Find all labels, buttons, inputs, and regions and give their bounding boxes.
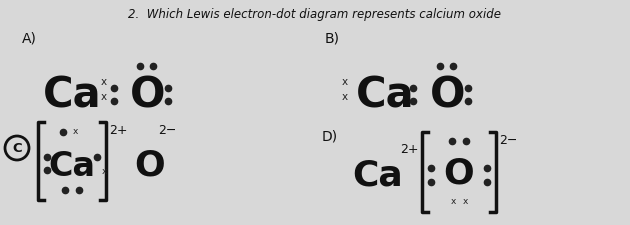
Text: 2+: 2+ xyxy=(400,143,418,156)
Text: x: x xyxy=(101,92,107,102)
Text: C: C xyxy=(12,142,22,155)
Text: O: O xyxy=(134,148,165,182)
Text: x: x xyxy=(101,166,106,176)
Text: O: O xyxy=(130,74,166,116)
Text: 2−: 2− xyxy=(499,134,517,147)
Text: B): B) xyxy=(325,32,340,46)
Text: Ca: Ca xyxy=(43,74,101,116)
Text: 2−: 2− xyxy=(158,124,176,137)
Text: x: x xyxy=(342,77,348,87)
Text: Ca: Ca xyxy=(353,158,403,192)
Text: x: x xyxy=(72,126,77,135)
Text: O: O xyxy=(444,157,474,191)
Text: x: x xyxy=(450,196,455,205)
Text: 2.  Which Lewis electron-dot diagram represents calcium oxide: 2. Which Lewis electron-dot diagram repr… xyxy=(129,8,501,21)
Text: Ca: Ca xyxy=(356,74,415,116)
Text: O: O xyxy=(430,74,466,116)
Text: Ca: Ca xyxy=(49,149,96,182)
Text: x: x xyxy=(342,92,348,102)
Text: x: x xyxy=(101,77,107,87)
Text: D): D) xyxy=(322,130,338,144)
Text: x: x xyxy=(462,196,467,205)
Text: A): A) xyxy=(22,32,37,46)
Text: 2+: 2+ xyxy=(109,124,127,137)
